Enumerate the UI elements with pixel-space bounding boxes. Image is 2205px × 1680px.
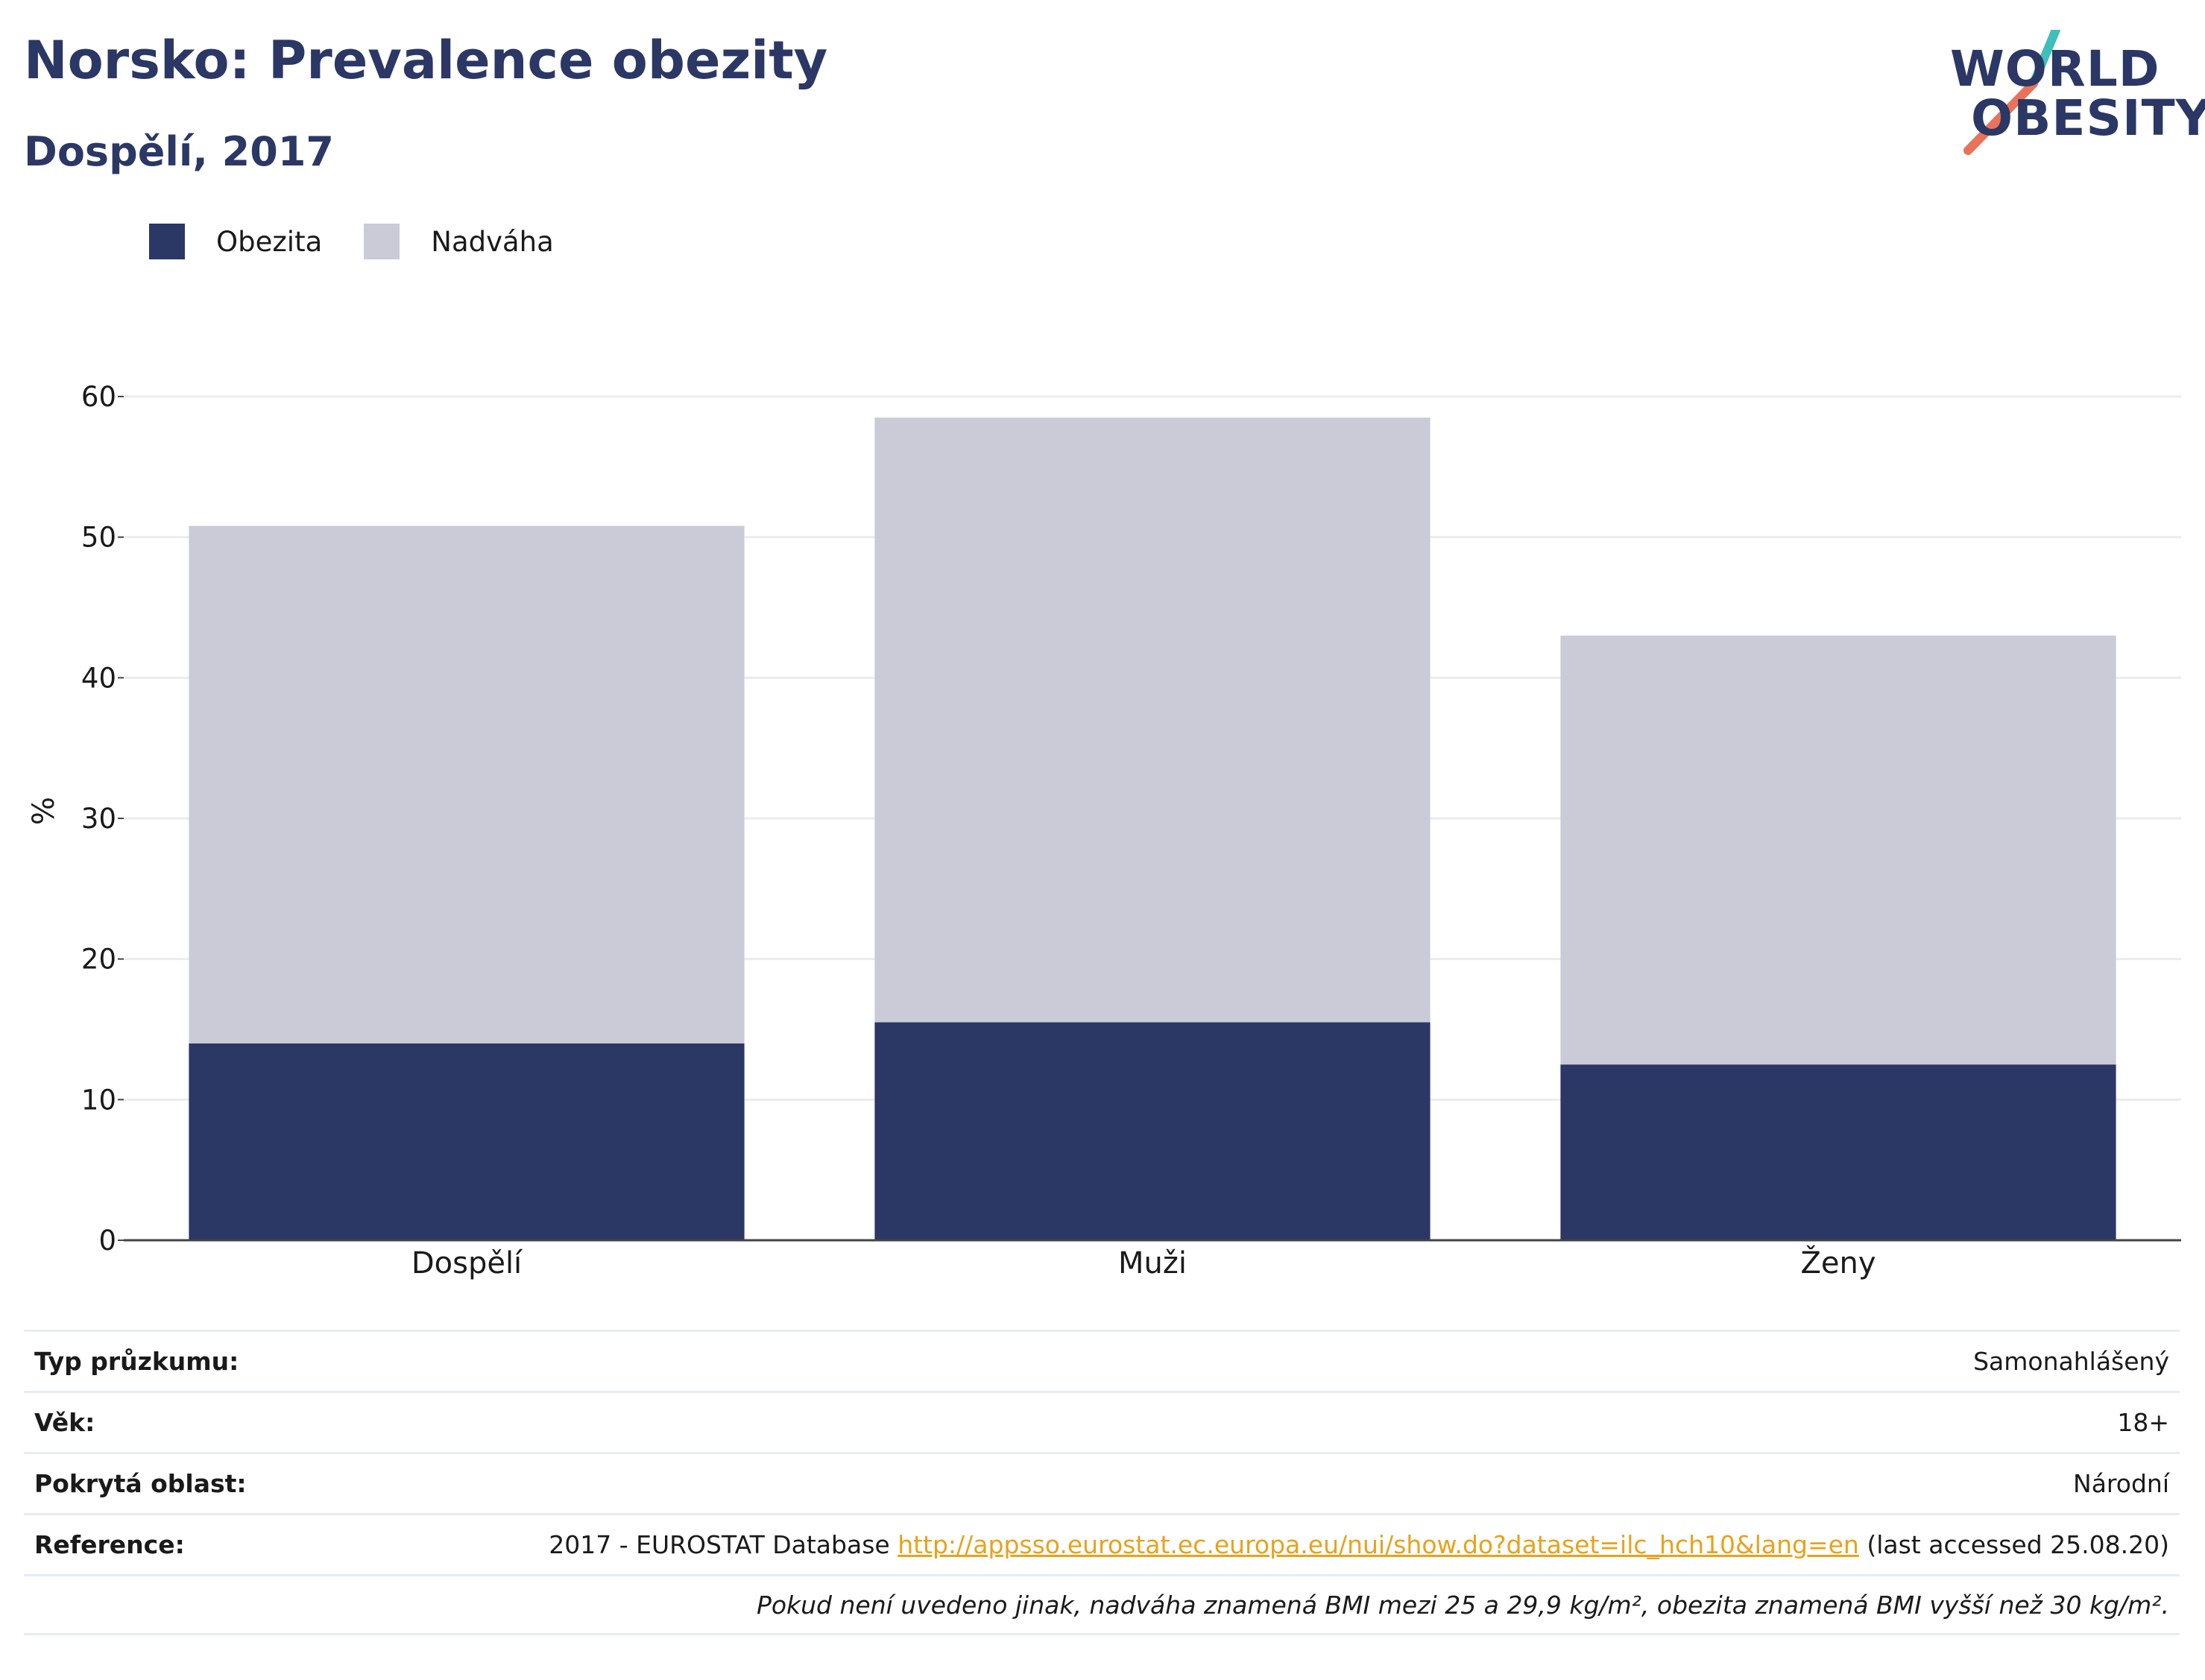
info-row-area: Pokrytá oblast: Národní	[24, 1452, 2180, 1513]
legend-label-nadvaha: Nadváha	[431, 225, 554, 258]
y-tick-label: 50	[81, 522, 116, 554]
logo-word-obesity: OBESITY	[1971, 89, 2205, 147]
info-label: Typ průzkumu:	[34, 1347, 239, 1376]
y-tick-label: 40	[81, 662, 116, 694]
info-row-age: Věk: 18+	[24, 1391, 2180, 1452]
info-table: Typ průzkumu: Samonahlášený Věk: 18+ Pok…	[24, 1330, 2180, 1635]
y-tick-label: 60	[81, 381, 116, 413]
legend-item-obezita[interactable]: Obezita	[149, 224, 322, 259]
bar-nadvaha	[189, 525, 745, 1043]
world-obesity-logo: WORLD OBESITY	[1946, 30, 2205, 164]
chart-title: Norsko: Prevalence obezity	[24, 30, 828, 91]
bar-nadvaha	[874, 417, 1430, 1023]
info-value: Národní	[2073, 1469, 2169, 1498]
info-label: Věk:	[34, 1408, 95, 1437]
legend-item-nadvaha[interactable]: Nadváha	[364, 224, 554, 259]
y-tick-label: 30	[81, 803, 116, 835]
info-row-survey-type: Typ průzkumu: Samonahlášený	[24, 1330, 2180, 1391]
y-tick-label: 0	[98, 1225, 116, 1257]
reference-prefix: 2017 - EUROSTAT Database	[549, 1530, 898, 1559]
legend-swatch-nadvaha	[364, 224, 400, 259]
y-axis-label: %	[27, 797, 61, 825]
x-tick-label: Dospělí	[411, 1246, 523, 1280]
bar-obezita	[189, 1043, 745, 1240]
bmi-note: Pokud není uvedeno jinak, nadváha znamen…	[756, 1590, 2169, 1620]
bar-obezita	[1560, 1064, 2116, 1240]
info-label: Reference:	[34, 1530, 185, 1559]
reference-suffix: (last accessed 25.08.20)	[1858, 1530, 2169, 1559]
x-tick-label: Muži	[1118, 1246, 1187, 1280]
chart-subtitle: Dospělí, 2017	[24, 128, 334, 175]
chart-legend: Obezita Nadváha	[149, 224, 596, 259]
stacked-bar-chart: 0 10 20 30 40 50 60% Dospělí Muži Ženy	[27, 381, 2181, 1280]
info-value: 2017 - EUROSTAT Database http://appsso.e…	[549, 1530, 2169, 1559]
legend-swatch-obezita	[149, 224, 185, 259]
bar-obezita	[874, 1022, 1430, 1240]
y-tick-label: 10	[81, 1084, 116, 1116]
info-row-note: Pokud není uvedeno jinak, nadváha znamen…	[24, 1574, 2180, 1635]
bar-nadvaha	[1560, 635, 2116, 1065]
logo-slash-icon	[1963, 30, 2060, 155]
info-value: Samonahlášený	[1973, 1347, 2169, 1376]
y-tick-label: 20	[81, 944, 116, 976]
legend-label-obezita: Obezita	[216, 225, 323, 258]
info-row-reference: Reference: 2017 - EUROSTAT Database http…	[24, 1513, 2180, 1574]
info-value: 18+	[2117, 1408, 2169, 1437]
reference-link[interactable]: http://appsso.eurostat.ec.europa.eu/nui/…	[898, 1530, 1859, 1559]
info-label: Pokrytá oblast:	[34, 1469, 247, 1498]
logo-word-world: WORLD	[1950, 40, 2160, 98]
x-tick-label: Ženy	[1800, 1245, 1876, 1280]
